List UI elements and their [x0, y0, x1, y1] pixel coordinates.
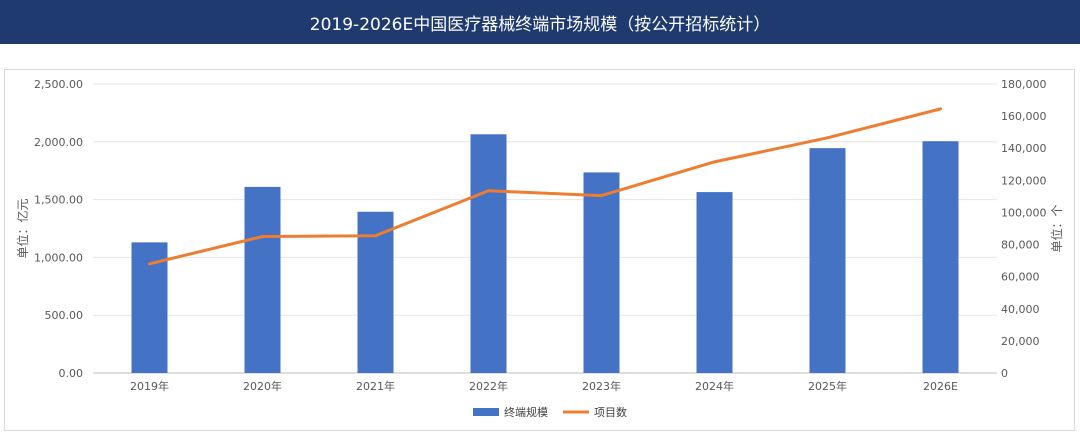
right-tick-label: 60,000 [1001, 271, 1040, 284]
bar [583, 172, 620, 373]
line-point [939, 107, 942, 111]
left-tick-label: 1,500.00 [34, 194, 83, 207]
x-tick-label: 2026E [923, 380, 958, 393]
right-tick-label: 120,000 [1001, 174, 1047, 187]
right-tick-label: 0 [1001, 367, 1008, 380]
line-point [148, 262, 151, 266]
line-point [826, 136, 829, 140]
line-point [374, 234, 377, 238]
combo-chart: 0.00 500.00 1,000.00 1,500.00 2,000.00 2,500.… [15, 78, 1064, 419]
right-tick-label: 20,000 [1001, 335, 1040, 348]
x-tick-label: 2019年 [130, 379, 169, 393]
line-point [261, 235, 264, 239]
right-tick-label: 180,000 [1001, 78, 1047, 91]
left-tick-label: 500.00 [45, 309, 84, 322]
chart-title: 2019-2026E中国医疗器械终端市场规模（按公开招标统计） [309, 14, 771, 35]
chart-frame: 0.00 500.00 1,000.00 1,500.00 2,000.00 2,500.… [4, 69, 1075, 431]
left-tick-label: 0.00 [59, 367, 84, 380]
right-tick-label: 80,000 [1001, 239, 1040, 252]
x-tick-label: 2023年 [582, 379, 621, 393]
line-point [600, 194, 603, 198]
bar [357, 211, 394, 373]
left-tick-label: 2,500.00 [34, 78, 83, 91]
line-point [487, 189, 490, 193]
x-tick-label: 2025年 [808, 379, 847, 393]
gridlines [93, 83, 997, 374]
line-path [148, 107, 942, 266]
right-tick-label: 140,000 [1001, 142, 1047, 155]
chart-title-bar: 2019-2026E中国医疗器械终端市场规模（按公开招标统计） [0, 0, 1080, 44]
right-tick-label: 40,000 [1001, 303, 1040, 316]
bar [696, 192, 733, 373]
bar [470, 134, 507, 373]
x-tick-label: 2020年 [243, 379, 282, 393]
line-point [713, 160, 716, 164]
left-tick-label: 2,000.00 [34, 136, 83, 149]
bar-series [131, 134, 959, 373]
x-axis-ticks: 2019年 2020年 2021年 2022年 2023年 2024年 2025年 2026E [130, 379, 958, 393]
x-tick-label: 2024年 [695, 379, 734, 393]
legend-line-label: 项目数 [594, 406, 627, 419]
legend-bar-label: 终端规模 [504, 405, 548, 419]
x-tick-label: 2022年 [469, 379, 508, 393]
legend: 终端规模 项目数 [473, 405, 627, 419]
right-axis-ticks: 0 20,000 40,000 60,000 80,000 100,000 120,000 1… [1001, 78, 1047, 380]
left-axis-ticks: 0.00 500.00 1,000.00 1,500.00 2,000.00 2,500.… [34, 78, 83, 380]
bar [244, 186, 281, 373]
right-axis-title: 单位：个 [1049, 204, 1064, 252]
line-series [148, 107, 942, 266]
left-tick-label: 1,000.00 [34, 251, 83, 264]
right-tick-label: 100,000 [1001, 206, 1047, 219]
right-tick-label: 160,000 [1001, 110, 1047, 123]
bar [809, 148, 846, 373]
x-tick-label: 2021年 [356, 379, 395, 393]
left-axis-title: 单位：亿元 [15, 198, 30, 258]
bar [922, 141, 959, 373]
legend-bar-swatch [473, 408, 499, 416]
